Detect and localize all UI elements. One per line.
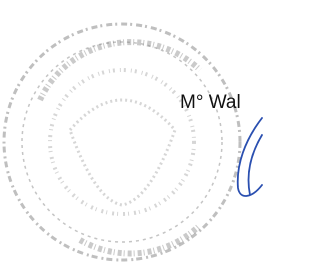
stamp-lettering-bottom: [80, 225, 200, 253]
stamp-emblem-shield: [70, 100, 175, 205]
signature-stroke: [238, 118, 262, 196]
stamp-emblem: [50, 70, 194, 214]
stamp-lettering-top: [40, 42, 200, 100]
page: {"signature_block": {"name": "M° Wal"}} …: [0, 0, 273, 280]
document-fragment: M° Wal: [0, 0, 273, 280]
stamp: [4, 24, 240, 260]
signatory-name: M° Wal: [180, 92, 241, 113]
stamp-outer-ring: [4, 24, 240, 260]
